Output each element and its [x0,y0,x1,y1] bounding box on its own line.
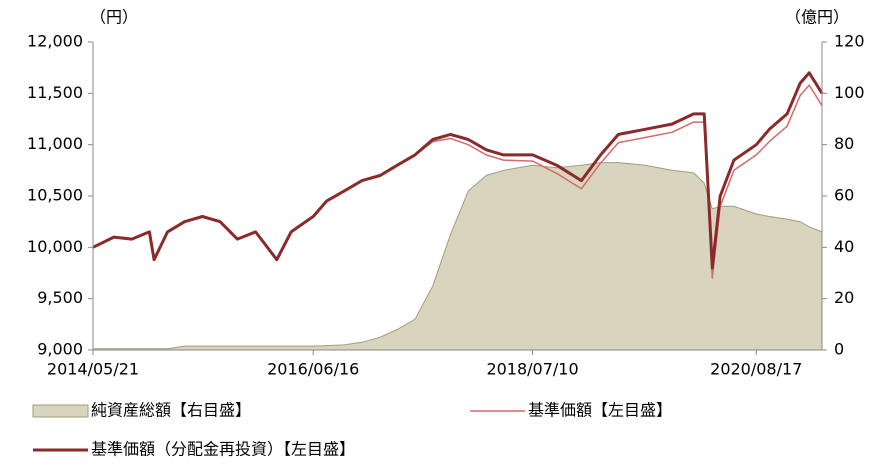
x-tick-label: 2016/06/16 [267,360,359,379]
y2-tick-label: 60 [834,186,854,205]
y2-tick-label: 0 [834,340,844,359]
y-tick-label: 12,000 [27,32,83,51]
legend-label: 純資産総額【右目盛】 [91,401,251,420]
line [92,71,824,270]
legend-label: 基準価額（分配金再投資）【左目盛】 [91,440,355,459]
x-tick-label: 2020/08/17 [710,360,802,379]
legend-label: 基準価額【左目盛】 [528,401,672,420]
x-tick-label: 2018/07/10 [486,360,578,379]
y2-tick-label: 120 [834,32,865,51]
y-tick-label: 10,000 [27,237,83,256]
y-axis-title: （円） [90,8,138,27]
y-tick-label: 9,500 [37,288,83,307]
y-tick-label: 9,000 [37,340,83,359]
legend-swatch [32,404,89,418]
y2-tick-label: 100 [834,83,865,102]
y-tick-label: 10,500 [27,186,83,205]
x-tick-label: 2014/05/21 [47,360,139,379]
y-tick-label: 11,500 [27,83,83,102]
y-tick-label: 11,000 [27,134,83,153]
area [92,162,823,351]
y2-tick-label: 40 [834,237,854,256]
y2-tick-label: 20 [834,288,854,307]
y2-axis-title: （億円） [785,8,849,27]
y2-tick-label: 80 [834,134,854,153]
